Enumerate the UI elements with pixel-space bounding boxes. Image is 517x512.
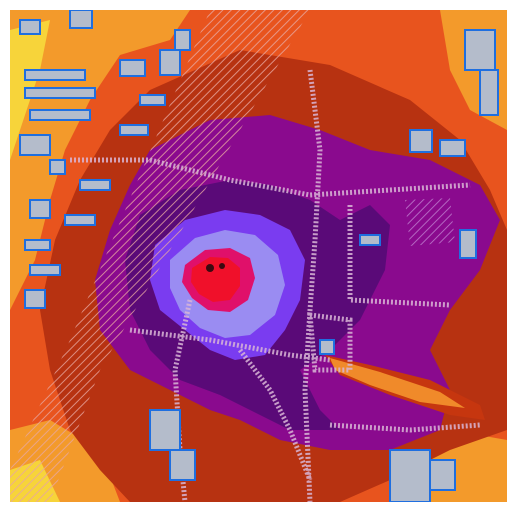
noise-map-canvas[interactable] xyxy=(10,10,507,502)
zone-orange-tongue xyxy=(330,358,465,408)
rail-corridor xyxy=(10,10,310,502)
source-dot xyxy=(206,264,214,272)
zone-orange-west xyxy=(10,10,190,310)
buildings xyxy=(19,10,499,502)
source-dot xyxy=(219,263,225,269)
zone-red-core xyxy=(191,257,240,302)
hatch-parcel xyxy=(405,198,455,246)
noise-map[interactable] xyxy=(10,10,507,502)
